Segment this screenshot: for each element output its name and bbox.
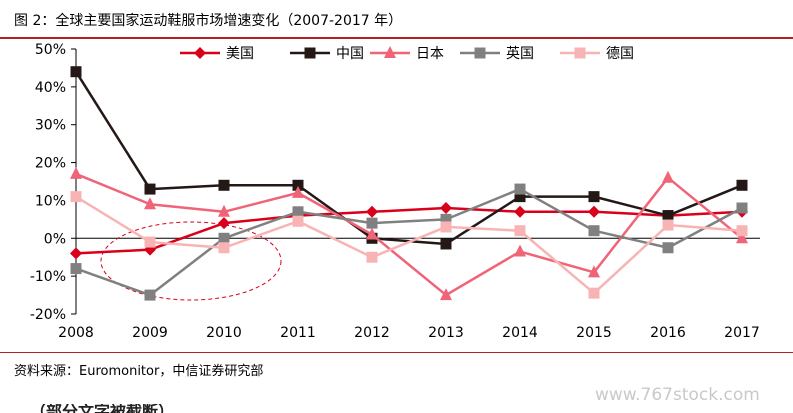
data-point-美国	[440, 202, 452, 214]
data-point-日本	[662, 170, 674, 183]
data-point-英国	[588, 225, 600, 237]
source-note: 资料来源：Euromonitor，中信证券研究部	[14, 364, 264, 379]
watermark: www.767stock.com	[595, 385, 760, 405]
data-point-日本	[218, 204, 230, 217]
data-point-德国	[736, 225, 748, 237]
data-point-英国	[218, 232, 230, 244]
title-divider	[0, 37, 793, 39]
data-point-日本	[366, 227, 378, 240]
y-tick-label: 50%	[35, 42, 66, 58]
data-point-日本	[514, 244, 526, 257]
x-tick-label: 2011	[280, 325, 316, 341]
legend-label: 中国	[336, 46, 364, 62]
data-point-英国	[70, 263, 82, 275]
data-point-日本	[292, 185, 304, 198]
legend-label: 美国	[226, 46, 254, 62]
y-tick-label: -10%	[30, 269, 66, 285]
data-point-德国	[366, 251, 378, 263]
legend-marker	[474, 47, 486, 59]
legend-marker	[194, 47, 206, 59]
data-point-德国	[144, 236, 156, 248]
figure-title-bar: 图 2：全球主要国家运动鞋服市场增速变化（2007-2017 年）	[0, 0, 793, 39]
data-point-德国	[440, 221, 452, 233]
figure-title: 图 2：全球主要国家运动鞋服市场增速变化（2007-2017 年）	[14, 13, 403, 29]
data-point-日本	[440, 288, 452, 301]
x-tick-label: 2012	[354, 325, 390, 341]
data-point-中国	[736, 179, 748, 191]
data-point-中国	[144, 183, 156, 195]
cut-off-text-line: （部分文字被截断）	[30, 404, 793, 413]
cut-off-text: （部分文字被截断）	[30, 404, 793, 413]
legend-label: 日本	[416, 46, 444, 62]
series-line-德国	[75, 195, 743, 295]
data-point-中国	[662, 210, 674, 222]
series-line-中国	[74, 71, 743, 246]
x-tick-label: 2016	[650, 325, 686, 341]
y-tick-label: 10%	[35, 193, 66, 209]
dashed-ellipse-annotation	[100, 221, 282, 301]
data-point-英国	[514, 183, 526, 195]
data-point-中国	[292, 179, 304, 191]
y-tick-label: 30%	[35, 118, 66, 134]
series-line-英国	[75, 187, 743, 297]
data-point-美国	[588, 205, 600, 218]
data-point-德国	[218, 242, 230, 254]
y-tick-label: 0%	[44, 231, 66, 247]
x-tick-label: 2013	[428, 325, 464, 341]
data-point-日本	[736, 231, 748, 244]
legend-label: 德国	[606, 46, 634, 62]
x-tick-label: 2008	[58, 325, 94, 341]
data-point-日本	[144, 197, 156, 210]
data-point-英国	[736, 202, 748, 214]
data-point-美国	[514, 205, 526, 218]
data-point-中国	[588, 191, 600, 203]
data-point-中国	[218, 179, 230, 191]
data-point-中国	[70, 66, 82, 78]
data-point-美国	[218, 217, 230, 230]
data-point-德国	[292, 215, 304, 227]
legend-marker	[384, 46, 396, 58]
legend-marker	[304, 47, 316, 59]
legend-marker	[574, 47, 586, 59]
x-tick-label: 2014	[502, 325, 538, 341]
data-point-英国	[366, 217, 378, 229]
x-tick-label: 2010	[206, 325, 242, 341]
x-tick-label: 2009	[132, 325, 168, 341]
source-divider	[0, 352, 793, 353]
legend-label: 英国	[506, 45, 534, 62]
y-tick-label: -20%	[30, 307, 66, 323]
y-tick-label: 40%	[35, 80, 66, 96]
data-point-德国	[70, 191, 82, 203]
series-line-日本	[75, 172, 743, 297]
data-point-英国	[144, 289, 156, 301]
data-point-美国	[70, 247, 82, 260]
data-point-德国	[514, 225, 526, 237]
x-tick-label: 2015	[576, 325, 612, 341]
line-chart: 50% 40% 30% 20% 10% 0% -10% -20% 2008 2009 2010 201…	[30, 42, 760, 341]
data-point-德国	[662, 219, 674, 231]
data-point-中国	[514, 191, 526, 203]
x-tick-label: 2017	[724, 325, 760, 341]
data-point-美国	[366, 205, 378, 218]
data-point-日本	[70, 166, 82, 179]
data-point-英国	[440, 213, 452, 225]
series-line-美国	[75, 206, 743, 255]
data-point-德国	[588, 287, 600, 299]
y-tick-label: 20%	[35, 156, 66, 172]
data-point-英国	[292, 206, 304, 218]
data-point-英国	[662, 242, 674, 254]
data-point-中国	[440, 238, 452, 250]
data-point-日本	[588, 265, 600, 278]
